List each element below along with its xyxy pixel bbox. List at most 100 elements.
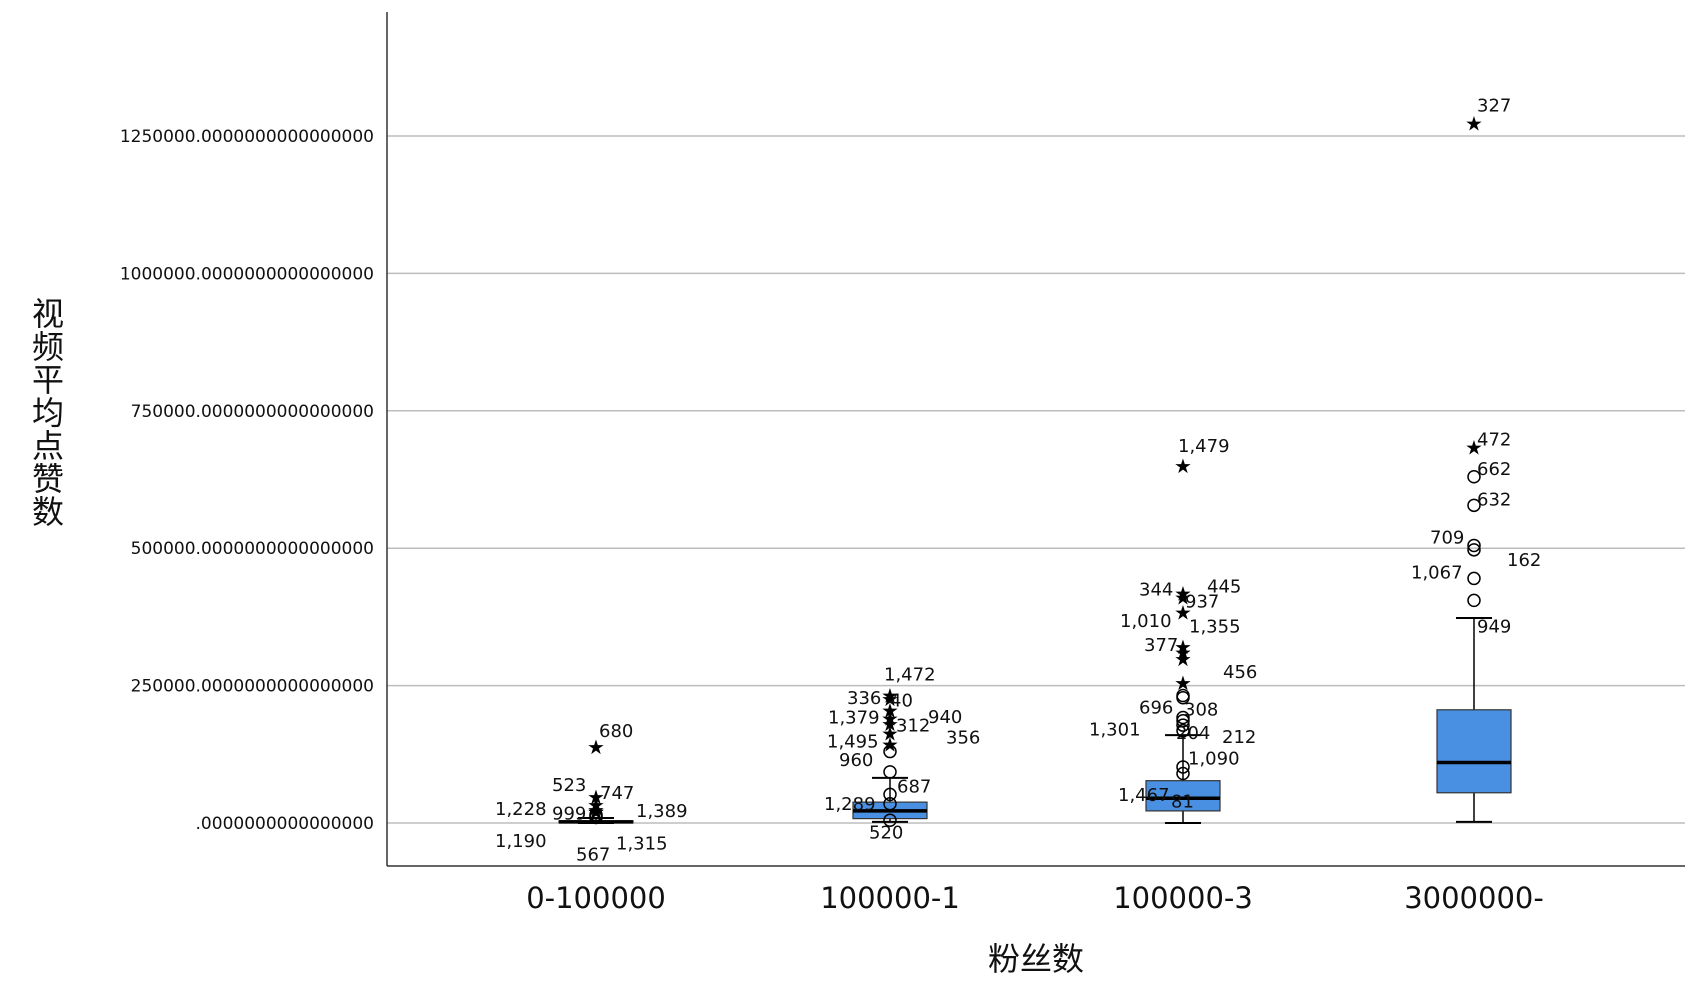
outlier-label: 472	[1477, 430, 1511, 451]
outlier-circle	[883, 813, 897, 828]
outlier-star: ★	[587, 785, 605, 809]
x-category-label: 3000000-	[1404, 881, 1544, 915]
y-tick-label: 250000.0000000000000000	[131, 677, 374, 697]
x-category-label: 100000-3	[1113, 881, 1253, 915]
outlier-label: 949	[1477, 616, 1511, 637]
outlier-label: 445	[1207, 577, 1241, 598]
outlier-label: 1,067	[1411, 562, 1463, 583]
outlier-label: 456	[1223, 662, 1257, 683]
outlier-circle	[1467, 593, 1481, 608]
y-tick-label: 750000.0000000000000000	[131, 402, 374, 422]
outlier-label: 680	[599, 721, 633, 742]
outlier-star: ★	[881, 707, 899, 731]
y-tick-label: 500000.0000000000000000	[131, 539, 374, 559]
outlier-star: ★	[1174, 635, 1192, 659]
outlier-circle	[1467, 543, 1481, 557]
outlier-label: 709	[1430, 527, 1464, 548]
outlier-label: 696	[1139, 697, 1173, 718]
outlier-label: 1,315	[616, 834, 668, 855]
outlier-star: ★	[881, 721, 899, 745]
outlier-label: 1,355	[1189, 617, 1241, 638]
outlier-label: 1,379	[828, 708, 880, 729]
gridlines	[387, 135, 1685, 824]
outlier-star: ★	[1465, 111, 1483, 135]
outlier-label: 40	[890, 690, 913, 711]
outlier-label: 81	[1171, 792, 1194, 813]
outlier-star: ★	[1174, 586, 1192, 610]
outlier-label: 1,495	[827, 731, 879, 752]
outlier-label: 1,467	[1118, 785, 1170, 806]
outlier-star: ★	[1174, 641, 1192, 665]
x-category-label: 0-100000	[526, 881, 666, 915]
outlier-circle	[1467, 571, 1481, 586]
x-category-label: 100000-1	[820, 881, 960, 915]
outlier-circle	[883, 744, 897, 759]
outlier-label: 1,090	[1188, 749, 1240, 770]
outlier-label: 1,190	[495, 831, 547, 852]
box-iqr	[1436, 709, 1512, 794]
outlier-label: 327	[1477, 95, 1511, 116]
outliers: ★680★523★747★1,228 ★999 ★ 1,3891,1905671,31…	[495, 95, 1541, 865]
outlier-label: 308	[1184, 700, 1218, 721]
y-axis-title-char: 赞	[32, 460, 64, 498]
outlier-label: 1,010	[1120, 611, 1172, 632]
outlier-label: 662	[1477, 459, 1511, 480]
outlier-label: 162	[1507, 550, 1541, 571]
outlier-label: 523	[552, 775, 586, 796]
outlier-label: 1,389	[636, 801, 688, 822]
outlier-circle	[1176, 718, 1190, 732]
outlier-star: ★	[1174, 647, 1192, 671]
outlier-label: 1,479	[1178, 436, 1230, 457]
outlier-label: 1,289	[824, 794, 876, 815]
y-tick-labels: .0000000000000000 250000.0000000000000000…	[120, 127, 374, 834]
outlier-label: 747	[600, 783, 634, 804]
y-axis-title-char: 视	[32, 295, 64, 333]
y-tick-label: 1250000.0000000000000000	[120, 127, 374, 147]
outlier-star: ★	[881, 687, 899, 711]
outlier-circle	[1467, 538, 1481, 553]
outlier-label: 999	[552, 803, 586, 824]
outlier-circle	[1176, 723, 1190, 738]
y-axis-title-char: 数	[32, 493, 64, 531]
outlier-circle	[1467, 470, 1481, 484]
outlier-star: ★	[587, 735, 605, 759]
outlier-label: 1,472	[884, 664, 936, 685]
outlier-star: ★	[881, 712, 899, 736]
outlier-label: 937	[1185, 592, 1219, 613]
outlier-circle	[1467, 498, 1481, 513]
outlier-label: 204	[1176, 723, 1210, 744]
outlier-label: 632	[1477, 489, 1511, 510]
outlier-star: ★	[1174, 581, 1192, 605]
outlier-label: 520	[869, 822, 903, 843]
outlier-label: 356	[946, 728, 980, 749]
outlier-star: ★	[881, 732, 899, 756]
x-axis-title: 粉丝数	[988, 940, 1084, 978]
outlier-label: 687	[897, 776, 931, 797]
y-axis-title-char: 频	[32, 328, 64, 366]
outlier-circle	[1176, 760, 1190, 774]
box-iqr	[1145, 780, 1221, 812]
outlier-star: ★	[881, 683, 899, 707]
outlier-label: 960	[839, 750, 873, 771]
outlier-circle	[1176, 710, 1190, 725]
outlier-circle	[589, 810, 603, 825]
outlier-circle	[883, 797, 897, 811]
outlier-star: ★	[1465, 436, 1483, 460]
outlier-star: ★	[1174, 671, 1192, 695]
boxes	[558, 616, 1512, 824]
y-tick-label: 1000000.0000000000000000	[120, 264, 374, 284]
outlier-star: ★	[1174, 454, 1192, 478]
y-axis-title-char: 点	[32, 427, 64, 465]
outlier-label: 377	[1144, 635, 1178, 656]
y-axis-title-char: 平	[32, 361, 64, 399]
outlier-label: 567	[576, 844, 610, 865]
outlier-circle	[1176, 690, 1190, 705]
outlier-label: 940	[928, 707, 962, 728]
y-tick-label: .0000000000000000	[196, 814, 374, 834]
outlier-label: 1,228	[495, 799, 547, 820]
x-category-labels: 0-100000 100000-1 100000-3 3000000-	[526, 881, 1544, 915]
outlier-circle	[1176, 714, 1190, 728]
y-axis-title: 视频平均点赞数	[32, 295, 64, 531]
outlier-star: ★	[1174, 601, 1192, 625]
